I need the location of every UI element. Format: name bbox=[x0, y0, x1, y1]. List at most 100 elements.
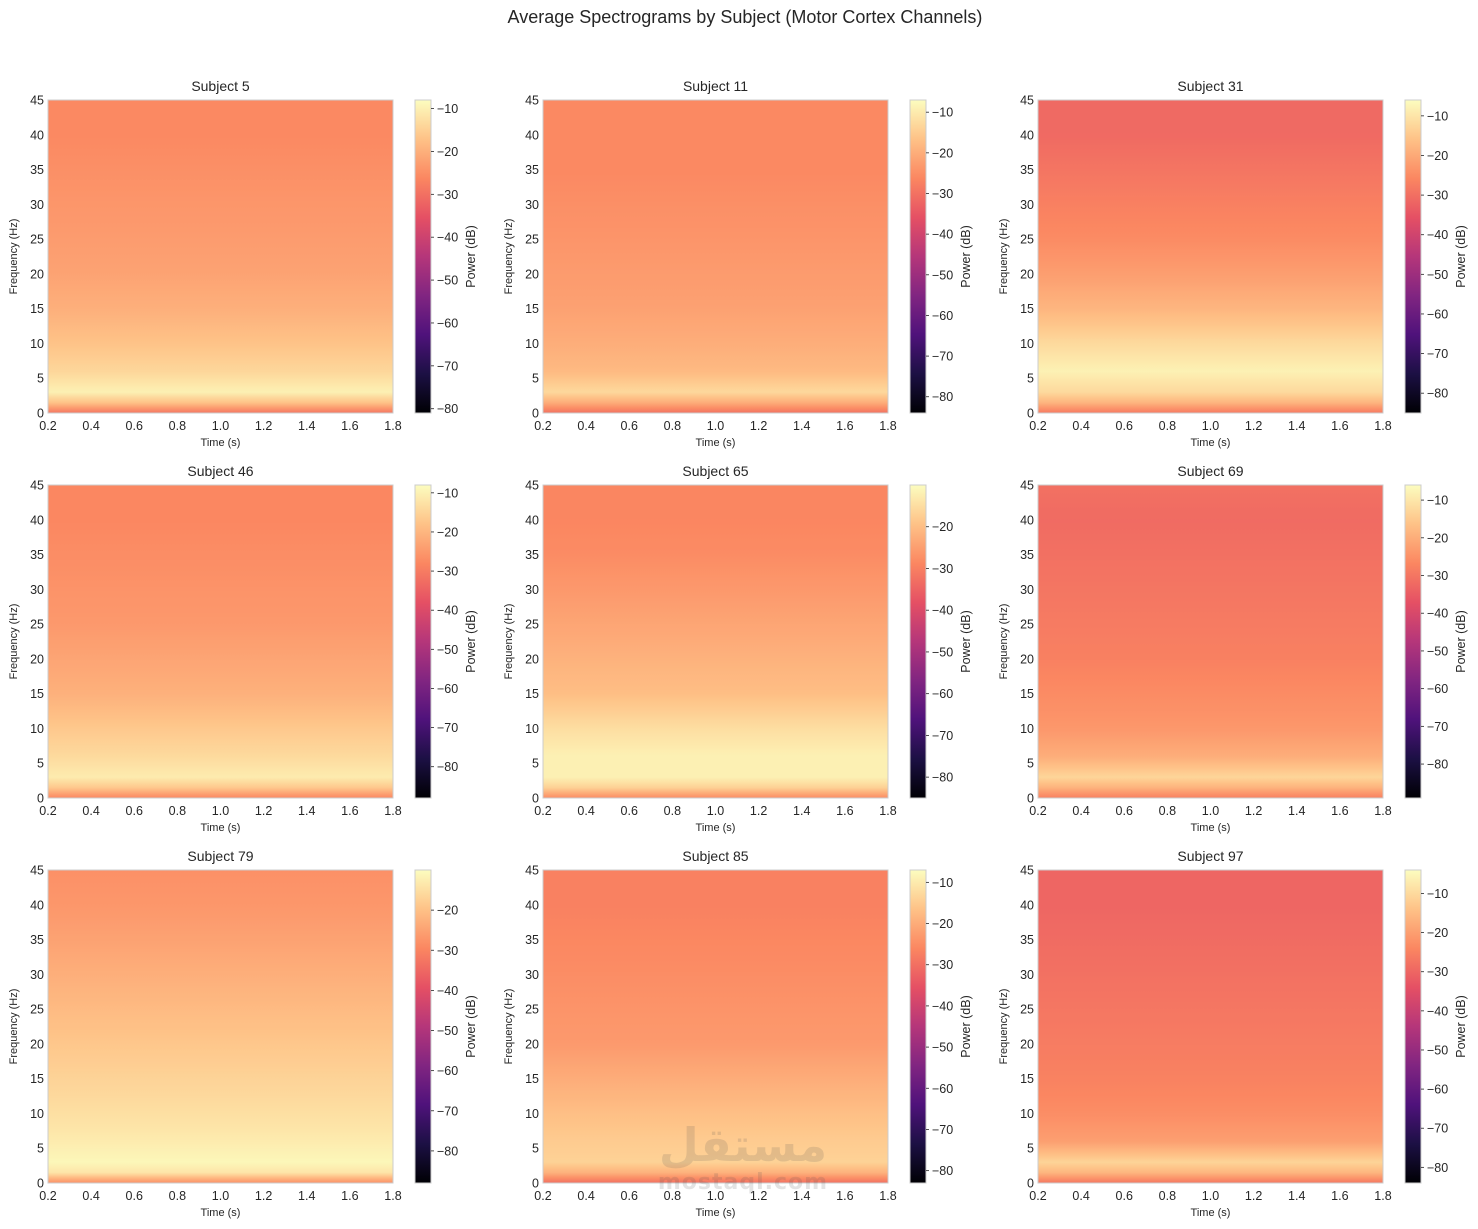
colorbar bbox=[1404, 99, 1422, 414]
y-tick-label: 0 bbox=[532, 1177, 539, 1191]
y-tick-label: 15 bbox=[30, 302, 44, 316]
x-tick-label: 1.8 bbox=[1374, 419, 1391, 433]
x-tick-label: 0.4 bbox=[1072, 419, 1089, 433]
axes-frame bbox=[542, 484, 889, 799]
x-tick-label: 1.2 bbox=[750, 419, 767, 433]
y-tick-label: 15 bbox=[30, 1072, 44, 1086]
x-tick-label: 1.6 bbox=[341, 1189, 358, 1203]
colorbar-tick-label: −50 bbox=[437, 1024, 458, 1038]
colorbar-tick-label: −60 bbox=[1427, 1083, 1448, 1097]
x-tick-label: 1.0 bbox=[707, 419, 724, 433]
x-tick-label: 0.6 bbox=[621, 1189, 638, 1203]
colorbar-tick-label: −60 bbox=[437, 1064, 458, 1078]
y-tick-label: 40 bbox=[1020, 128, 1034, 142]
x-tick-label: 1.8 bbox=[879, 804, 896, 818]
x-tick-label: 0.8 bbox=[169, 1189, 186, 1203]
y-tick-label: 15 bbox=[525, 687, 539, 701]
subplot-title: Subject 69 bbox=[1177, 463, 1243, 479]
colorbar-tick-label: −10 bbox=[437, 102, 458, 116]
colorbar-tick-label: −30 bbox=[1427, 569, 1448, 583]
colorbar-tick-label: −40 bbox=[437, 984, 458, 998]
axes-frame bbox=[1037, 484, 1384, 799]
x-tick-label: 0.8 bbox=[1159, 419, 1176, 433]
y-tick-label: 45 bbox=[30, 479, 44, 493]
spectrogram-heatmap bbox=[48, 870, 393, 1183]
y-tick-label: 20 bbox=[525, 652, 539, 666]
x-axis-label: Time (s) bbox=[1191, 1207, 1231, 1219]
y-tick-label: 25 bbox=[30, 233, 44, 247]
axes-frame bbox=[47, 869, 394, 1184]
x-tick-label: 0.8 bbox=[664, 419, 681, 433]
spectrogram-heatmap bbox=[48, 100, 393, 413]
x-tick-label: 0.8 bbox=[664, 804, 681, 818]
colorbar-tick-label: −70 bbox=[437, 359, 458, 373]
x-tick-label: 1.0 bbox=[1202, 1189, 1219, 1203]
y-tick-label: 10 bbox=[1020, 337, 1034, 351]
y-tick-label: 30 bbox=[525, 968, 539, 982]
spectrogram-heatmap bbox=[543, 485, 888, 798]
x-tick-label: 1.4 bbox=[1288, 804, 1305, 818]
y-tick-label: 0 bbox=[532, 407, 539, 421]
colorbar-tick-label: −80 bbox=[932, 390, 953, 404]
colorbar bbox=[909, 484, 927, 799]
spectrogram-heatmap bbox=[1038, 100, 1383, 413]
y-tick-label: 20 bbox=[30, 1037, 44, 1051]
y-tick-label: 45 bbox=[525, 864, 539, 878]
colorbar-tick-label: −40 bbox=[1427, 607, 1448, 621]
y-tick-label: 30 bbox=[1020, 968, 1034, 982]
colorbar-label: Power (dB) bbox=[959, 610, 973, 673]
y-tick-label: 35 bbox=[1020, 933, 1034, 947]
colorbar bbox=[414, 869, 432, 1184]
subplot-title: Subject 85 bbox=[682, 848, 748, 864]
y-tick-label: 10 bbox=[1020, 722, 1034, 736]
x-tick-label: 0.2 bbox=[1029, 804, 1046, 818]
subplot-subject-2: Subject 11 0.2 0.4 0.6 0.8 1.0 1.2 1.4 1.6 1.8 0 5 1… bbox=[503, 78, 973, 449]
x-tick-label: 1.0 bbox=[707, 1189, 724, 1203]
colorbar-tick-label: −30 bbox=[437, 188, 458, 202]
x-axis-label: Time (s) bbox=[201, 1207, 241, 1219]
colorbar-label: Power (dB) bbox=[464, 225, 478, 288]
y-tick-label: 5 bbox=[37, 1142, 44, 1156]
x-tick-label: 0.6 bbox=[621, 804, 638, 818]
y-tick-label: 40 bbox=[525, 898, 539, 912]
colorbar-label: Power (dB) bbox=[1454, 610, 1468, 673]
subplot-title: Subject 31 bbox=[1177, 78, 1243, 94]
colorbar-tick-label: −80 bbox=[1427, 387, 1448, 401]
y-axis-label: Frequency (Hz) bbox=[503, 989, 515, 1065]
colorbar-tick-label: −20 bbox=[1427, 531, 1448, 545]
y-tick-label: 15 bbox=[525, 302, 539, 316]
y-tick-label: 25 bbox=[525, 618, 539, 632]
figure-title: Average Spectrograms by Subject (Motor C… bbox=[508, 7, 983, 27]
colorbar-tick-label: −40 bbox=[932, 999, 953, 1013]
y-tick-label: 5 bbox=[1027, 1142, 1034, 1156]
y-axis-label: Frequency (Hz) bbox=[503, 219, 515, 295]
colorbar-tick-label: −50 bbox=[1427, 644, 1448, 658]
colorbar-tick-label: −80 bbox=[932, 1164, 953, 1178]
y-tick-label: 30 bbox=[525, 198, 539, 212]
y-tick-label: 5 bbox=[532, 372, 539, 386]
x-tick-label: 1.6 bbox=[1331, 804, 1348, 818]
x-tick-label: 0.8 bbox=[169, 804, 186, 818]
colorbar-tick-label: −10 bbox=[932, 106, 953, 120]
colorbar bbox=[414, 484, 432, 799]
colorbar-tick-label: −20 bbox=[1427, 926, 1448, 940]
colorbar-tick-label: −20 bbox=[437, 904, 458, 918]
colorbar-tick-label: −50 bbox=[932, 268, 953, 282]
subplot-subject-9: Subject 97 0.2 0.4 0.6 0.8 1.0 1.2 1.4 1.6 1.8 0 5 1… bbox=[998, 848, 1468, 1219]
y-tick-label: 25 bbox=[1020, 1003, 1034, 1017]
x-tick-label: 1.4 bbox=[793, 419, 810, 433]
x-axis-label: Time (s) bbox=[696, 1207, 736, 1219]
x-axis-label: Time (s) bbox=[696, 822, 736, 834]
spectrogram-heatmap bbox=[1038, 870, 1383, 1183]
y-tick-label: 10 bbox=[1020, 1107, 1034, 1121]
y-tick-label: 30 bbox=[30, 968, 44, 982]
x-axis-label: Time (s) bbox=[1191, 437, 1231, 449]
x-tick-label: 1.8 bbox=[384, 804, 401, 818]
y-tick-label: 40 bbox=[30, 513, 44, 527]
subplot-title: Subject 46 bbox=[187, 463, 253, 479]
y-tick-label: 5 bbox=[532, 1142, 539, 1156]
x-tick-label: 1.2 bbox=[750, 804, 767, 818]
y-axis-label: Frequency (Hz) bbox=[998, 989, 1010, 1065]
x-tick-label: 0.6 bbox=[1116, 804, 1133, 818]
